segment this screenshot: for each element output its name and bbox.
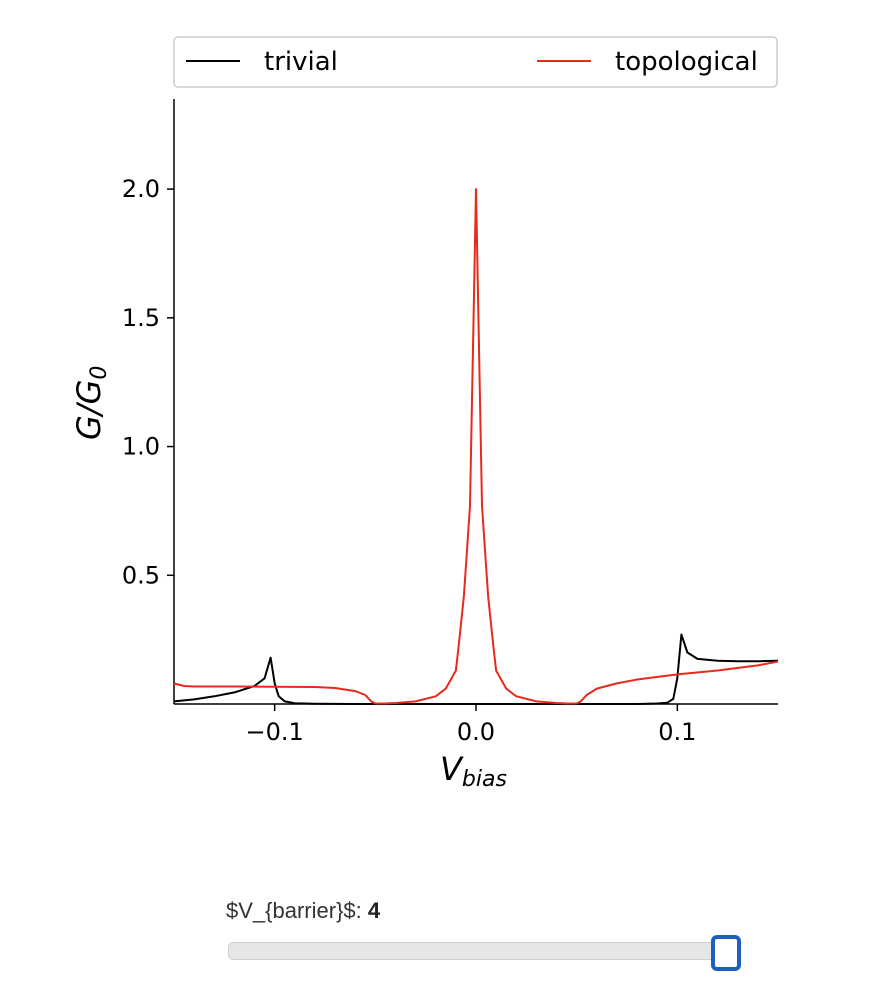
conductance-chart: trivial topological 0.5 1.0 1.5 2.0 −0.1 0.0…: [70, 36, 779, 792]
y-tick-label: 1.0: [122, 433, 160, 461]
legend-label-trivial: trivial: [264, 47, 338, 77]
legend-frame: [173, 36, 778, 88]
y-axis-label: G/G0: [70, 366, 112, 440]
slider-label-text: $V_{barrier}$:: [226, 898, 368, 923]
x-ticks: −0.1 0.0 0.1: [246, 704, 696, 746]
slider-label: $V_{barrier}$: 4: [226, 898, 380, 924]
x-axis-label: Vbias: [440, 750, 507, 792]
series-line-trivial: [173, 633, 779, 705]
y-tick-label: 2.0: [122, 175, 160, 203]
legend: trivial topological: [173, 36, 778, 88]
barrier-slider: $V_{barrier}$: 4: [226, 898, 746, 978]
y-axis-label-sub: 0: [87, 366, 112, 380]
y-tick-label: 0.5: [122, 561, 160, 589]
x-tick-label: −0.1: [246, 718, 304, 746]
y-axis-label-main: G/G: [70, 380, 108, 440]
y-ticks: 0.5 1.0 1.5 2.0: [122, 175, 174, 589]
x-axis-label-sub: bias: [462, 767, 507, 792]
x-axis-label-main: V: [440, 750, 464, 788]
x-tick-label: 0.0: [457, 718, 495, 746]
legend-label-topological: topological: [615, 47, 758, 77]
series-line-topological: [173, 188, 779, 705]
slider-handle[interactable]: [711, 935, 741, 971]
plot-lines: [173, 188, 779, 705]
x-tick-label: 0.1: [658, 718, 696, 746]
slider-value: 4: [367, 898, 381, 923]
slider-track[interactable]: [228, 942, 720, 960]
y-tick-label: 1.5: [122, 304, 160, 332]
